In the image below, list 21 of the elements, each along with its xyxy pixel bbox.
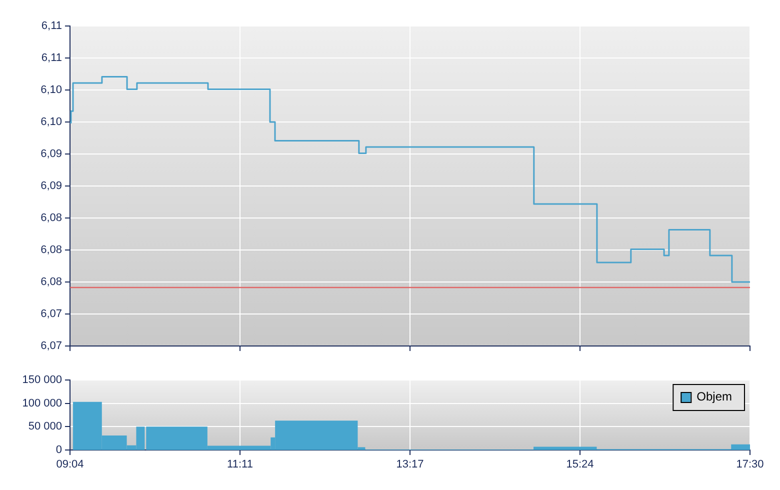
y-tick-label: 0 <box>56 444 62 456</box>
y-tick-label: 100 000 <box>22 397 62 410</box>
x-tick-label: 11:11 <box>227 458 253 471</box>
y-tick-label: 6,11 <box>41 52 62 64</box>
y-tick-label: 50 000 <box>28 420 62 433</box>
y-tick-label: 6,08 <box>40 212 62 224</box>
x-tick-label: 17:30 <box>736 458 764 471</box>
y-tick-label: 6,10 <box>40 116 62 128</box>
y-tick-label: 6,07 <box>40 308 62 320</box>
legend-label: Objem <box>696 389 732 404</box>
x-tick-label: 15:24 <box>566 458 594 471</box>
y-tick-label: 6,09 <box>40 148 62 160</box>
y-tick-label: 150 000 <box>22 374 62 386</box>
y-tick-label: 6,11 <box>41 20 62 32</box>
y-tick-label: 6,07 <box>40 340 62 352</box>
y-tick-label: 6,09 <box>40 180 62 192</box>
y-tick-label: 6,08 <box>40 276 62 288</box>
x-tick-label: 13:17 <box>396 458 424 471</box>
y-tick-label: 6,08 <box>40 244 62 256</box>
x-tick-label: 09:04 <box>56 458 84 471</box>
y-tick-label: 6,10 <box>40 84 62 96</box>
